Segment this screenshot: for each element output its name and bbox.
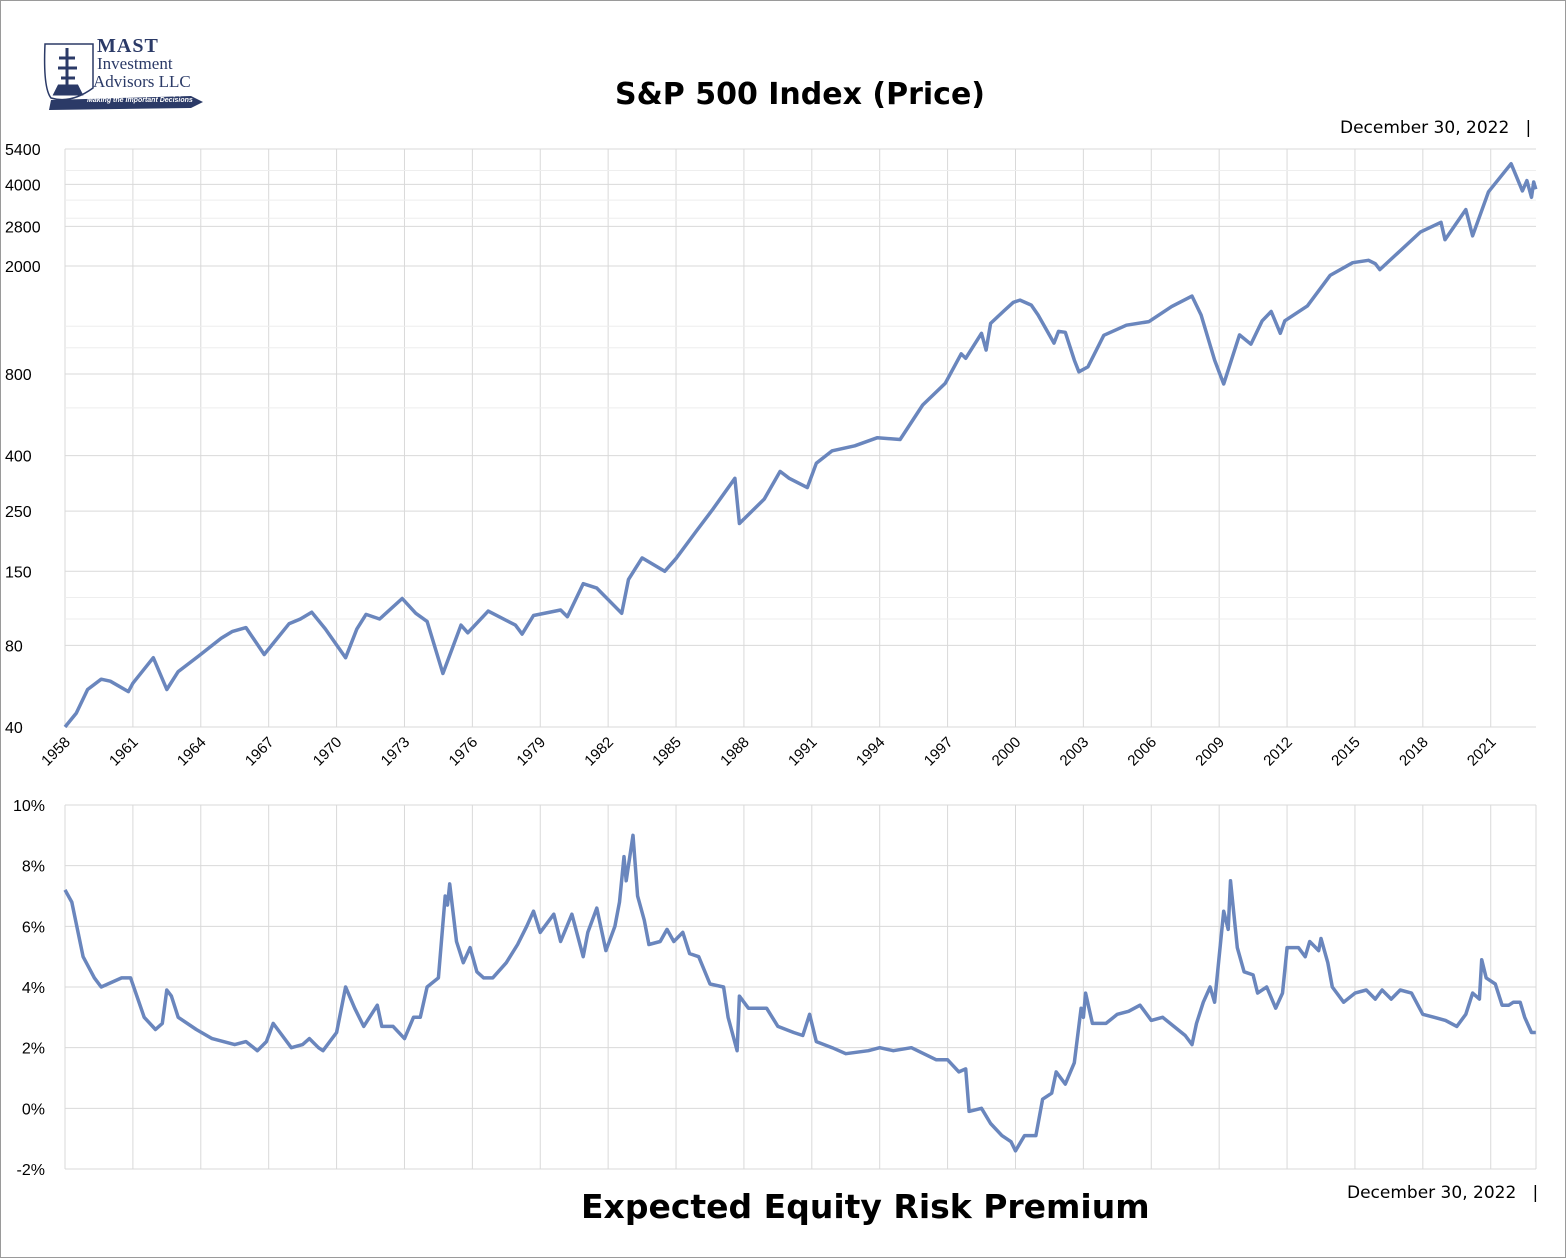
x-tick-label: 1979: [513, 734, 549, 770]
y-tick-label: 80: [5, 638, 23, 655]
top-date-separator: |: [1525, 118, 1532, 138]
logo-advisors: Advisors LLC: [93, 72, 191, 91]
x-tick-label: 1970: [310, 734, 346, 770]
x-tick-label: 1994: [853, 734, 889, 770]
logo-investment: Investment: [97, 54, 173, 73]
y-tick-label: 150: [5, 564, 32, 581]
y-tick-label: 4000: [5, 177, 41, 194]
mast-logo: MAST Investment Advisors LLC Making the …: [41, 35, 203, 112]
x-tick-label: 1985: [649, 734, 685, 770]
y-tick-label: 250: [5, 504, 32, 521]
y-tick-label: 10%: [13, 798, 45, 815]
x-tick-label: 1982: [581, 734, 617, 770]
x-tick-label: 2003: [1057, 734, 1093, 770]
y-tick-label: 8%: [22, 859, 45, 876]
y-tick-label: 4%: [22, 980, 45, 997]
x-tick-label: 2012: [1260, 734, 1296, 770]
x-tick-label: 1988: [717, 734, 753, 770]
x-tick-label: 2000: [989, 734, 1025, 770]
x-tick-label: 1997: [921, 734, 957, 770]
logo-mast: MAST: [97, 35, 159, 57]
x-tick-label: 2009: [1192, 734, 1228, 770]
logo-tagline: Making the Important Decisions: [87, 97, 193, 104]
x-tick-label: 1967: [242, 734, 278, 770]
x-tick-label: 1973: [378, 734, 414, 770]
x-tick-label: 1958: [38, 734, 74, 770]
y-tick-label: 5400: [5, 142, 41, 159]
y-tick-label: 2%: [22, 1041, 45, 1058]
y-tick-label: -2%: [17, 1162, 45, 1179]
x-tick-label: 2006: [1124, 734, 1160, 770]
x-tick-label: 2021: [1464, 734, 1500, 770]
sp500-price-line: [63, 161, 1538, 729]
ship-shield-icon: [43, 43, 203, 110]
x-tick-label: 1976: [446, 734, 482, 770]
x-tick-label: 1961: [106, 734, 142, 770]
x-tick-label: 1991: [785, 734, 821, 770]
equity-risk-premium-line: [63, 833, 1536, 1153]
x-tick-label: 1964: [174, 734, 210, 770]
y-tick-label: 400: [5, 449, 32, 466]
top-chart-date: December 30, 2022 |: [1340, 118, 1531, 138]
y-tick-label: 2000: [5, 259, 41, 276]
y-tick-label: 2800: [5, 219, 41, 236]
y-tick-label: 6%: [22, 919, 45, 936]
top-chart-title: S&P 500 Index (Price): [615, 77, 986, 112]
bottom-chart-title: Expected Equity Risk Premium: [581, 1187, 1150, 1226]
top-date-text: December 30, 2022: [1340, 118, 1510, 138]
bottom-chart-date: December 30, 2022 |: [1347, 1183, 1538, 1203]
bottom-date-separator: |: [1532, 1183, 1539, 1203]
x-tick-label: 2018: [1396, 734, 1432, 770]
y-tick-label: 0%: [22, 1101, 45, 1118]
bottom-date-text: December 30, 2022: [1347, 1183, 1517, 1203]
x-tick-label: 2015: [1328, 734, 1364, 770]
y-tick-label: 40: [5, 720, 23, 737]
y-tick-label: 800: [5, 367, 32, 384]
